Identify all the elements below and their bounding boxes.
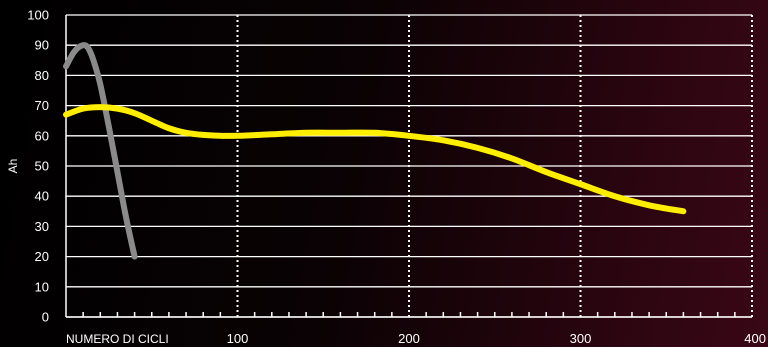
- y-tick-label: 80: [35, 68, 49, 83]
- y-tick-label: 10: [35, 279, 49, 294]
- axes: [65, 15, 752, 318]
- grid: [66, 14, 753, 318]
- y-axis-label: Ah: [6, 159, 20, 174]
- y-tick-label: 0: [42, 310, 49, 325]
- x-tick-label: 100: [227, 331, 249, 346]
- x-tick-label: 200: [398, 331, 420, 346]
- y-tick-label: 30: [35, 219, 49, 234]
- y-tick-label: 70: [35, 98, 49, 113]
- y-tick-label: 100: [27, 8, 49, 23]
- y-tick-label: 50: [35, 159, 49, 174]
- series-line-2: [63, 104, 687, 215]
- tick-labels: 0 10 20 30 40 50 60 70 80 90 100 100 200 300 400: [27, 8, 766, 347]
- y-tick-label: 60: [35, 128, 49, 143]
- y-tick-label: 40: [35, 189, 49, 204]
- x-tick-label: 400: [744, 331, 766, 346]
- y-tick-label: 20: [35, 249, 49, 264]
- series: [63, 42, 687, 260]
- x-tick-label: 300: [570, 331, 592, 346]
- series-line-1: [63, 42, 138, 260]
- x-axis-label: NUMERO DI CICLI: [66, 332, 169, 346]
- y-tick-label: 90: [35, 38, 49, 53]
